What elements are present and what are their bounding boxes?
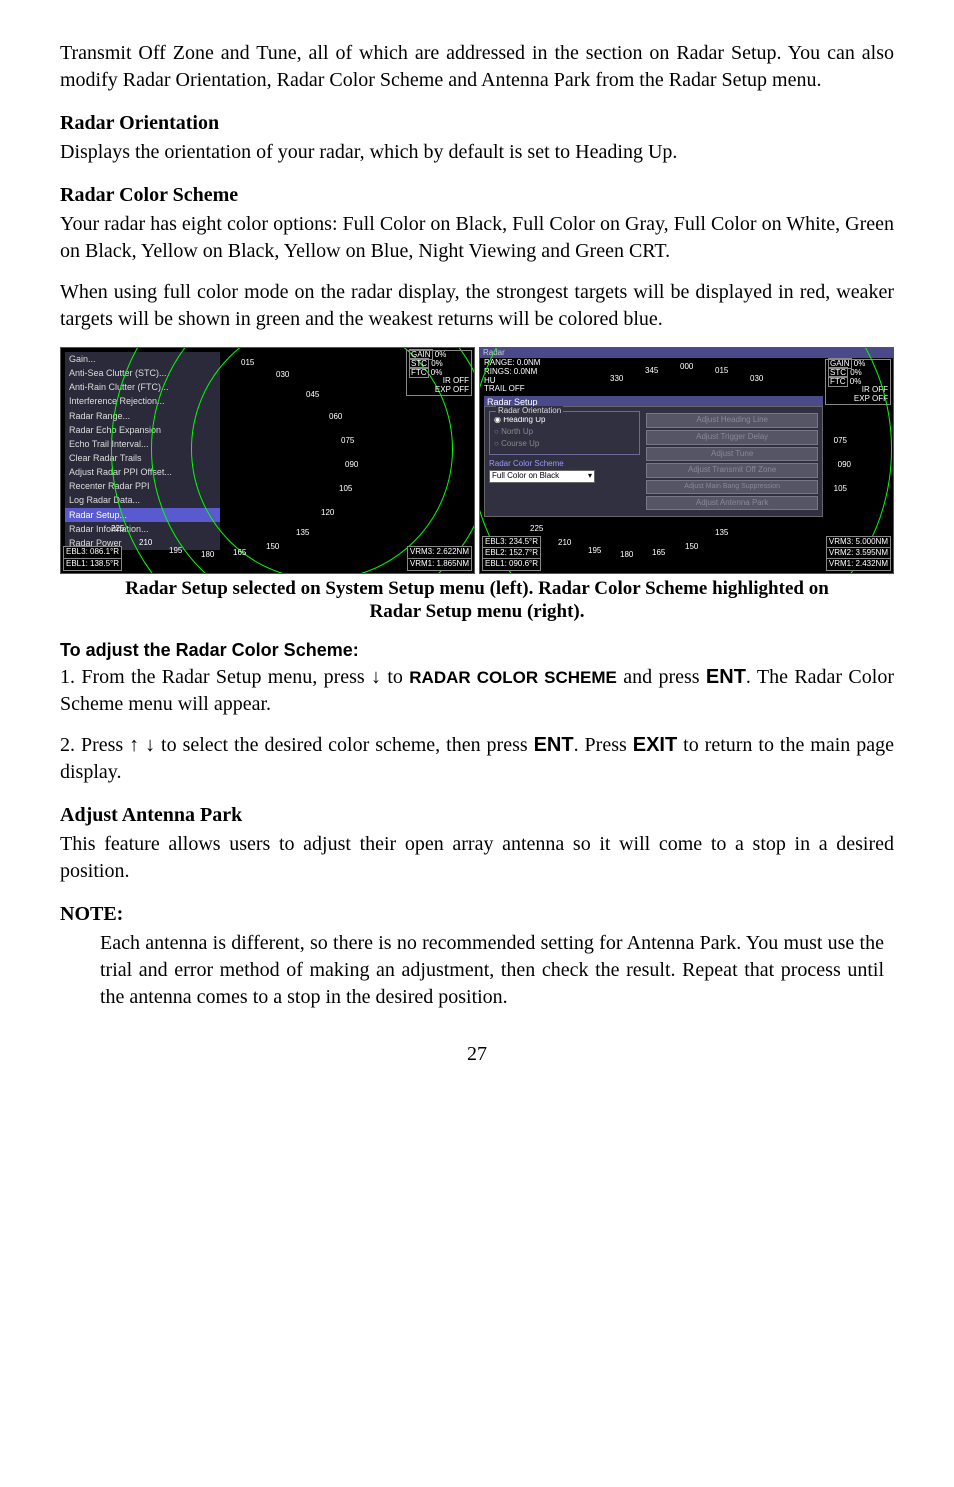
figure-left: Gain... Anti-Sea Clutter (STC)... Anti-R… [60,347,475,574]
bearing-tick: 075 [341,436,354,447]
step-1: 1. From the Radar Setup menu, press ↓ to… [60,664,894,718]
ftc-value: 0% [431,368,443,377]
orientation-group: Radar Orientation ◉ Heading Up ○ North U… [489,411,640,455]
intro-paragraph: Transmit Off Zone and Tune, all of which… [60,40,894,94]
step1-text-a: 1. From the Radar Setup menu, press ↓ to [60,666,409,688]
adjust-trigger-delay-button[interactable]: Adjust Trigger Delay [646,430,818,445]
stc-value: 0% [431,359,443,368]
bearing-tick: 135 [296,528,309,539]
heading-adjust-procedure: To adjust the Radar Color Scheme: [60,638,894,662]
radar-setup-panel: Radar Orientation ◉ Heading Up ○ North U… [484,406,823,517]
bearing-tick: 195 [169,546,182,557]
note-body: Each antenna is different, so there is n… [100,930,884,1011]
bearing-tick: 045 [306,390,319,401]
bearing-tick: 000 [680,362,693,373]
bearing-tick: 015 [715,366,728,377]
ent-key: ENT [706,666,746,688]
bearing-tick: 075 [834,436,847,447]
ir-value: OFF [453,376,469,385]
bearing-tick: 030 [276,370,289,381]
exp-value: OFF [453,385,469,394]
heading-antenna-park: Adjust Antenna Park [60,802,894,829]
orientation-legend: Radar Orientation [496,406,563,417]
radio-north-up[interactable]: ○ North Up [494,427,635,438]
bearing-tick: 060 [329,412,342,423]
adjust-tune-button[interactable]: Adjust Tune [646,447,818,462]
ebl1-box: EBL1: 090.6°R [482,558,541,571]
step2-text-a: 2. Press ↑ ↓ to select the desired color… [60,734,534,756]
bearing-tick: 330 [610,374,623,385]
bearing-tick: 180 [201,550,214,561]
color-scheme-select[interactable]: Full Color on Black ▾ [489,470,595,483]
bearing-tick: 150 [685,542,698,553]
bearing-tick: 180 [620,550,633,561]
body-colorscheme-2: When using full color mode on the radar … [60,279,894,333]
bearing-tick: 120 [321,508,334,519]
heading-note: NOTE: [60,901,894,928]
color-scheme-value: Full Color on Black [492,471,559,482]
figures-row: Gain... Anti-Sea Clutter (STC)... Anti-R… [60,347,894,574]
ent-key: ENT [534,734,574,756]
page-number: 27 [60,1041,894,1068]
adjust-antenna-park-button[interactable]: Adjust Antenna Park [646,496,818,511]
bearing-tick: 105 [339,484,352,495]
step2-text-b: . Press [574,734,633,756]
bearing-tick: 135 [715,528,728,539]
bearing-tick: 030 [750,374,763,385]
ebl3-box: EBL3: 086.1°R [63,546,122,559]
body-antenna-park: This feature allows users to adjust thei… [60,831,894,885]
bearing-tick: 195 [588,546,601,557]
exit-key: EXIT [633,734,677,756]
figure-right: Radar RANGE: 0.0NM RINGS: 0.0NM HU TRAIL… [479,347,894,574]
gain-value: 0% [435,350,447,359]
bearing-tick: 105 [834,484,847,495]
bearing-tick: 345 [645,366,658,377]
bearing-tick: 225 [111,524,124,535]
bearing-tick: 165 [233,548,246,559]
bearing-tick: 210 [139,538,152,549]
figure-caption: Radar Setup selected on System Setup men… [100,578,854,624]
bearing-tick: 090 [345,460,358,471]
adjust-main-bang-button[interactable]: Adjust Main Bang Suppression [646,480,818,493]
vrm1-box: VRM1: 1.865NM [407,558,472,571]
bearing-tick: 210 [558,538,571,549]
adjust-heading-line-button[interactable]: Adjust Heading Line [646,413,818,428]
heading-colorscheme: Radar Color Scheme [60,182,894,209]
body-orientation: Displays the orientation of your radar, … [60,139,894,166]
vrm1-box: VRM1: 2.432NM [826,558,891,571]
body-colorscheme-1: Your radar has eight color options: Full… [60,211,894,265]
ebl1-box: EBL1: 138.5°R [63,558,122,571]
adjust-transmit-off-zone-button[interactable]: Adjust Transmit Off Zone [646,463,818,478]
bearing-tick: 225 [530,524,543,535]
bearing-tick: 015 [241,358,254,369]
bearing-tick: 150 [266,542,279,553]
bearing-tick: 090 [838,460,851,471]
heading-orientation: Radar Orientation [60,110,894,137]
step-2: 2. Press ↑ ↓ to select the desired color… [60,732,894,786]
color-scheme-label: Radar Color Scheme [489,459,640,470]
step1-label: RADAR COLOR SCHEME [409,668,617,687]
step1-text-b: and press [617,666,706,688]
chevron-down-icon: ▾ [588,471,592,482]
bearing-tick: 165 [652,548,665,559]
gain-status-box: GAIN 0% STC 0% FTC 0% IR OFF EXP OFF [406,350,472,396]
vrm3-box: VRM3: 2.622NM [407,546,472,559]
radio-course-up[interactable]: ○ Course Up [494,439,635,450]
